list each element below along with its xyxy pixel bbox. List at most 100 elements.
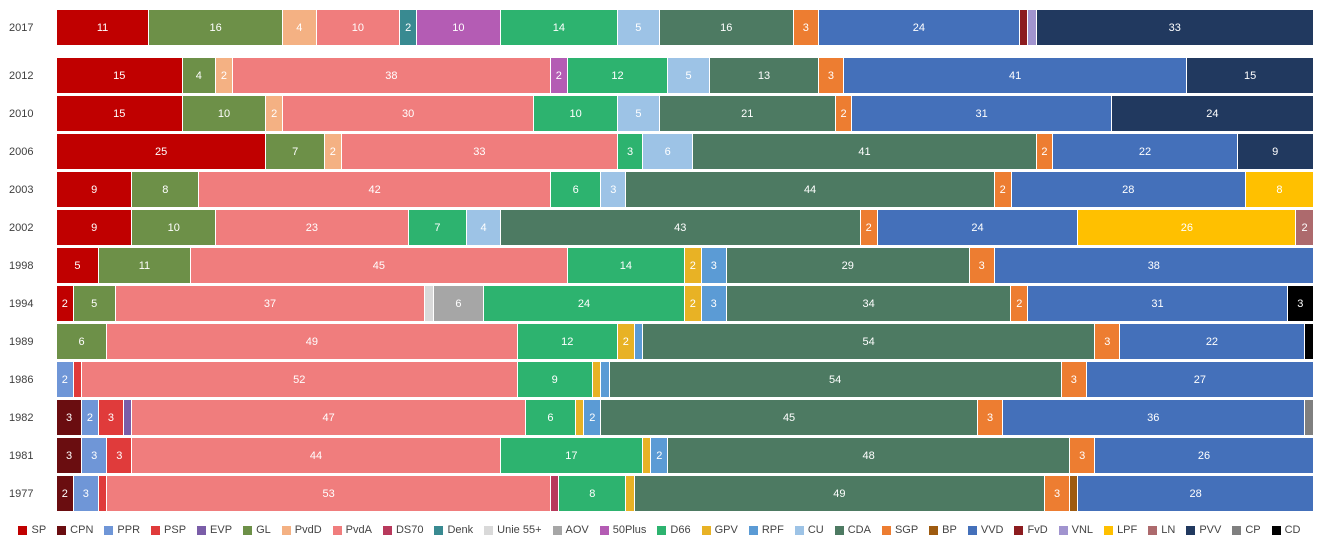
segment-pvda-2012: 38	[232, 58, 551, 93]
segment-pvdd-2017: 4	[283, 10, 317, 45]
segment-cda-1998: 29	[726, 248, 970, 283]
stacked-bar-2006: 25 7 2 33 3 6 41 2 22 9	[57, 134, 1313, 169]
segment-sgp-1989: 3	[1095, 324, 1121, 359]
legend-swatch-icon	[1148, 525, 1158, 535]
legend-label: AOV	[565, 524, 589, 536]
segment-sgp-2017: 3	[793, 10, 819, 45]
segment-vvd-2003: 28	[1011, 172, 1246, 207]
segment-pvv-2017: 33	[1036, 10, 1313, 45]
segment-cda-2002: 43	[500, 210, 861, 245]
legend-swatch-icon	[834, 525, 844, 535]
chart-row-1994: 1994 2 5 37 6 24 2 3 34 2 31 3	[0, 286, 1319, 321]
segment-sgp-1994: 2	[1011, 286, 1029, 321]
legend-swatch-icon	[657, 525, 667, 535]
year-label-1994: 1994	[9, 297, 34, 310]
segment-pvdd-2006: 2	[324, 134, 342, 169]
segment-rpf-1981: 2	[651, 438, 669, 473]
legend-label: SGP	[894, 524, 919, 536]
legend-swatch-icon	[1186, 525, 1196, 535]
segment-pvdd-2012: 2	[216, 58, 233, 93]
stacked-bar-2017: 11 16 4 10 2 10 14 5 16 3 24 33	[57, 10, 1313, 45]
year-label-1981: 1981	[9, 449, 34, 462]
legend-swatch-icon	[599, 525, 609, 535]
segment-sgp-1982: 3	[977, 400, 1004, 435]
segment-pvda-2002: 23	[216, 210, 409, 245]
legend-swatch-icon	[929, 525, 939, 535]
stacked-bar-1981: 3 3 3 44 17 2 48 3 26	[57, 438, 1313, 473]
legend-swatch-icon	[332, 525, 342, 535]
segment-gl-2017: 16	[149, 10, 284, 45]
legend-swatch-icon	[1058, 525, 1068, 535]
segment-gl-2006: 7	[266, 134, 325, 169]
segment-rpf-1986	[601, 362, 610, 397]
segment-cda-1994: 34	[726, 286, 1012, 321]
segment-ppr-1981: 3	[82, 438, 108, 473]
legend-label: CD	[1284, 524, 1301, 536]
segment-rpf-1989	[634, 324, 644, 359]
segment-sgp-2010: 2	[835, 96, 853, 131]
legend-label: PvdA	[345, 524, 372, 536]
segment-d66-2012: 12	[567, 58, 669, 93]
legend-item-sgp: SGP	[881, 524, 919, 536]
segment-pvda-1989: 49	[107, 324, 518, 359]
segment-d66-2017: 14	[500, 10, 618, 45]
legend-item-cp: CP	[1232, 524, 1261, 536]
stacked-bar-1994: 2 5 37 6 24 2 3 34 2 31 3	[57, 286, 1313, 321]
stacked-bar-2012: 15 4 2 38 2 12 5 13 3 41 15	[57, 58, 1313, 93]
legend-label: PPR	[117, 524, 141, 536]
segment-pvda-1977: 53	[107, 476, 551, 511]
year-label-2012: 2012	[9, 69, 34, 82]
legend-label: PSP	[164, 524, 187, 536]
legend-label: VNL	[1071, 524, 1094, 536]
segment-ppr-1977: 3	[73, 476, 99, 511]
legend-label: EVP	[210, 524, 233, 536]
segment-sp-2002: 9	[57, 210, 133, 245]
segment-psp-1981: 3	[107, 438, 133, 473]
segment-fvd-2017	[1019, 10, 1029, 45]
segment-vvd-1986: 27	[1086, 362, 1313, 397]
legend-swatch-icon	[552, 525, 562, 535]
legend-item-ds70: DS70	[382, 524, 423, 536]
segment-pvda-2010: 30	[283, 96, 535, 131]
segment-d66-1977: 8	[559, 476, 627, 511]
legend-label: SP	[31, 524, 47, 536]
year-label-1998: 1998	[9, 259, 34, 272]
legend-item-d66: D66	[657, 524, 691, 536]
segment-cpn-1977: 2	[57, 476, 74, 511]
segment-d66-1981: 17	[500, 438, 644, 473]
segment-ppr-1982: 2	[82, 400, 99, 435]
chart-row-2017: 2017 11 16 4 10 2 10 14 5 16 3 24 33	[0, 10, 1319, 45]
seats-stacked-bar-chart: 2017 11 16 4 10 2 10 14 5 16 3 24 33 2012 15 4 2 38 2 12 5 13…	[0, 10, 1319, 536]
segment-evp-1982	[123, 400, 133, 435]
segment-vvd-1994: 31	[1028, 286, 1288, 321]
segment-cu-2003: 3	[601, 172, 627, 207]
segment-rpf-1994: 3	[701, 286, 727, 321]
legend-swatch-icon	[434, 525, 444, 535]
segment-sgp-1981: 3	[1070, 438, 1096, 473]
segment-50plus-2017: 10	[417, 10, 501, 45]
year-label-1986: 1986	[9, 373, 34, 386]
legend-swatch-icon	[104, 525, 114, 535]
segment-cu-2002: 4	[467, 210, 501, 245]
legend: SP CPN PPR PSP EVP GL PvdD PvdA DS70 Denk Unie 55+…	[0, 524, 1319, 536]
segment-gpv-1982	[576, 400, 585, 435]
chart-row-1998: 1998 5 11 45 14 2 3 29 3 38	[0, 248, 1319, 283]
legend-label: PVV	[1199, 524, 1222, 536]
legend-label: 50Plus	[612, 524, 647, 536]
segment-vvd-1981: 26	[1095, 438, 1313, 473]
chart-row-1986: 1986 2 52 9 54 3 27	[0, 362, 1319, 397]
legend-label: RPF	[761, 524, 784, 536]
legend-label: BP	[942, 524, 957, 536]
segment-ppr-1986: 2	[57, 362, 74, 397]
segment-pvda-1994: 37	[115, 286, 426, 321]
segment-gpv-1998: 2	[684, 248, 702, 283]
segment-cpn-1982: 3	[57, 400, 83, 435]
segment-sgp-2006: 2	[1036, 134, 1054, 169]
segment-d66-2002: 7	[408, 210, 468, 245]
year-label-2002: 2002	[9, 221, 34, 234]
segment-sp-2003: 9	[57, 172, 133, 207]
segment-aov-1994: 6	[433, 286, 484, 321]
stacked-bar-1986: 2 52 9 54 3 27	[57, 362, 1313, 397]
chart-row-1982: 1982 3 2 3 47 6 2 45 3 36	[0, 400, 1319, 435]
segment-gl-2003: 8	[132, 172, 200, 207]
